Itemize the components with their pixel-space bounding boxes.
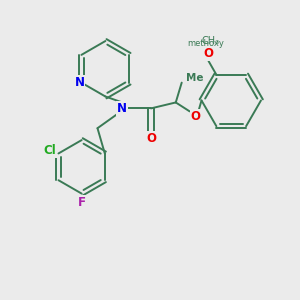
Text: N: N [74, 76, 84, 89]
Text: N: N [117, 102, 127, 115]
Text: O: O [190, 110, 201, 123]
Text: Cl: Cl [43, 144, 56, 157]
Text: F: F [78, 196, 86, 209]
Text: methoxy: methoxy [187, 38, 224, 47]
Text: O: O [146, 132, 156, 145]
Text: O: O [203, 47, 214, 60]
Text: CH₃: CH₃ [201, 36, 220, 46]
Text: Me: Me [186, 73, 203, 83]
